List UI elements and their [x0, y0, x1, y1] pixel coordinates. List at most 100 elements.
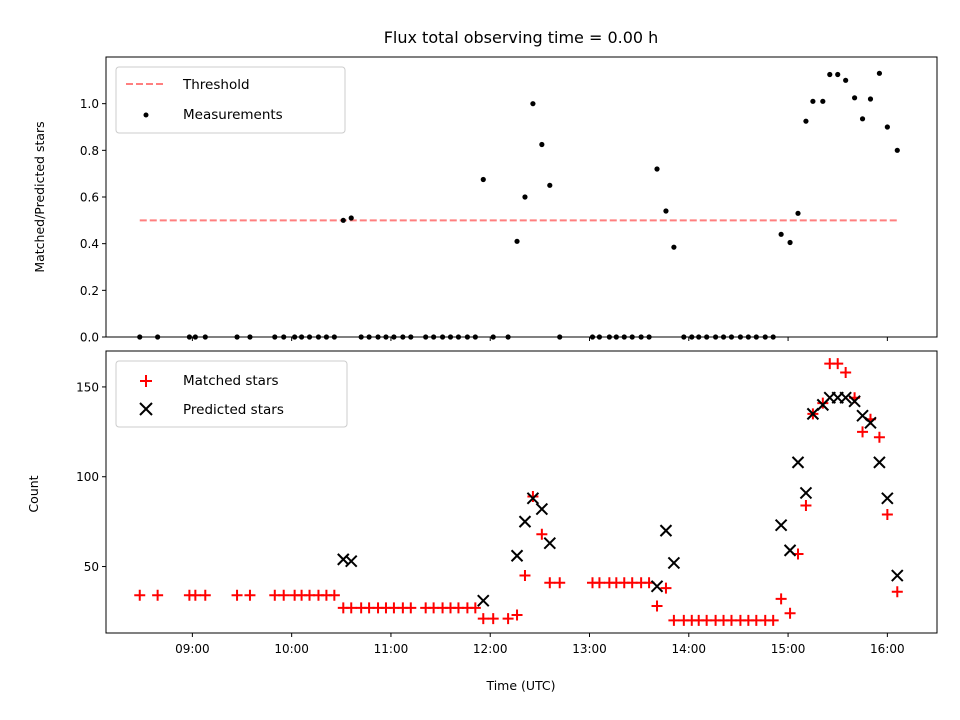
- predicted-stars-point: [791, 456, 805, 469]
- top-chart-ticks: 0.0 0.2 0.4 0.6 0.8 1.0: [80, 97, 888, 345]
- measurements-point: [810, 98, 816, 104]
- top-ytick-label: 0.2: [80, 284, 99, 298]
- matched-stars-point: [152, 589, 164, 601]
- matched-stars-point: [891, 586, 903, 598]
- matched-stars-point: [278, 589, 290, 601]
- top-chart-title: Flux total observing time = 0.00 h: [384, 28, 659, 47]
- measurements-point: [547, 182, 553, 188]
- measurements-point: [654, 166, 660, 172]
- top-chart-legend: Threshold Measurements: [115, 66, 346, 134]
- bottom-xtick-label: 13:00: [572, 642, 607, 656]
- predicted-stars-point: [477, 594, 490, 607]
- bottom-chart-xlabel: Time (UTC): [485, 678, 555, 693]
- bottom-chart-legend: Matched stars Predicted stars: [115, 360, 348, 428]
- top-ytick-label: 0.6: [80, 191, 99, 205]
- measurements-point: [787, 239, 793, 246]
- top-chart: 0.0 0.2 0.4 0.6 0.8 1.0 Matched/Predicted sta…: [32, 56, 938, 345]
- threshold-legend-label: Threshold: [182, 77, 250, 93]
- matched-stars-point: [593, 577, 605, 589]
- measurements-point: [851, 95, 858, 101]
- predicted-stars-point: [881, 492, 894, 505]
- top-legend-box: [115, 66, 346, 134]
- predicted-stars-point: [783, 544, 797, 557]
- matched-stars-point: [527, 490, 539, 502]
- predicted-stars-point: [891, 569, 904, 582]
- bottom-chart-frame: [105, 350, 938, 634]
- measurements-point: [867, 96, 874, 102]
- measurements-point: [795, 210, 801, 216]
- measurements-point: [340, 217, 346, 223]
- predicted-stars-point: [518, 515, 532, 528]
- matched-stars-point: [817, 397, 829, 409]
- measurements-point: [827, 71, 833, 78]
- top-ytick-label: 0.0: [80, 331, 99, 345]
- predicted-stars-point: [799, 486, 813, 500]
- matched-stars-point: [189, 589, 201, 601]
- measurements-point: [514, 238, 520, 244]
- top-ytick-label: 0.8: [80, 144, 99, 158]
- bottom-xtick-label: 16:00: [870, 642, 905, 656]
- bottom-xtick-label: 14:00: [671, 642, 706, 656]
- predicted-legend-swatch: [139, 402, 153, 416]
- predicted-stars-point: [535, 502, 549, 516]
- measurements-legend-swatch: [143, 112, 149, 118]
- measurements-point: [663, 208, 669, 214]
- matched-stars-point: [857, 426, 869, 438]
- matched-stars-point: [840, 367, 852, 379]
- measurements-point: [894, 147, 900, 153]
- top-chart-frame: [105, 56, 938, 338]
- matched-stars-point: [244, 589, 256, 601]
- predicted-stars-point: [659, 524, 673, 537]
- matched-stars-point: [345, 602, 357, 614]
- measurements-point: [348, 215, 354, 221]
- measurements-point: [539, 141, 545, 148]
- matched-stars-point: [775, 593, 787, 605]
- bottom-ytick-label: 50: [84, 560, 99, 574]
- matched-stars-point: [800, 499, 812, 511]
- measurements-point: [803, 118, 809, 124]
- predicted-legend-label: Predicted stars: [183, 402, 284, 418]
- measurements-point: [820, 98, 826, 104]
- measurements-point: [876, 70, 883, 76]
- predicted-stars-point: [510, 549, 524, 562]
- matched-stars-point: [519, 570, 531, 582]
- matched-stars-point: [873, 431, 885, 443]
- matched-stars-point: [134, 589, 146, 601]
- measurements-point: [843, 77, 849, 83]
- bottom-chart-marks: [134, 358, 904, 626]
- bottom-ytick-label: 150: [76, 380, 99, 394]
- bottom-chart-ylabel: Count: [26, 475, 41, 512]
- measurements-point: [530, 101, 536, 107]
- bottom-xtick-label: 10:00: [274, 642, 309, 656]
- predicted-stars-point: [650, 580, 664, 593]
- bottom-chart: 50 100 150 09:00 10:00 11:00 12:00 13:00 14:00 15…: [26, 350, 938, 693]
- predicted-stars-point: [667, 556, 681, 570]
- matched-stars-point: [487, 613, 499, 625]
- predicted-stars-point: [806, 407, 820, 421]
- measurements-point: [884, 124, 890, 130]
- measurements-point: [522, 194, 528, 200]
- measurements-point: [778, 231, 784, 237]
- predicted-stars-point: [543, 536, 557, 550]
- top-chart-ylabel: Matched/Predicted stars: [32, 121, 47, 272]
- matched-stars-point: [536, 528, 548, 540]
- matched-stars-point: [651, 600, 663, 612]
- matched-stars-point: [544, 577, 556, 589]
- predicted-stars-point: [526, 492, 540, 505]
- matched-stars-point: [767, 614, 779, 626]
- matched-stars-point: [554, 577, 566, 589]
- matched-stars-point: [328, 589, 340, 601]
- matched-stars-point: [477, 613, 489, 625]
- matched-stars-point: [502, 613, 514, 625]
- predicted-stars-point: [864, 416, 877, 430]
- matched-stars-point: [881, 508, 893, 520]
- predicted-stars-point: [848, 395, 861, 408]
- matched-stars-point: [511, 609, 523, 621]
- measurements-point: [859, 116, 866, 122]
- predicted-stars-point: [345, 554, 358, 568]
- bottom-xtick-label: 11:00: [374, 642, 409, 656]
- matched-legend-label: Matched stars: [183, 373, 279, 389]
- matched-stars-point: [469, 602, 481, 614]
- matched-stars-point: [784, 607, 796, 619]
